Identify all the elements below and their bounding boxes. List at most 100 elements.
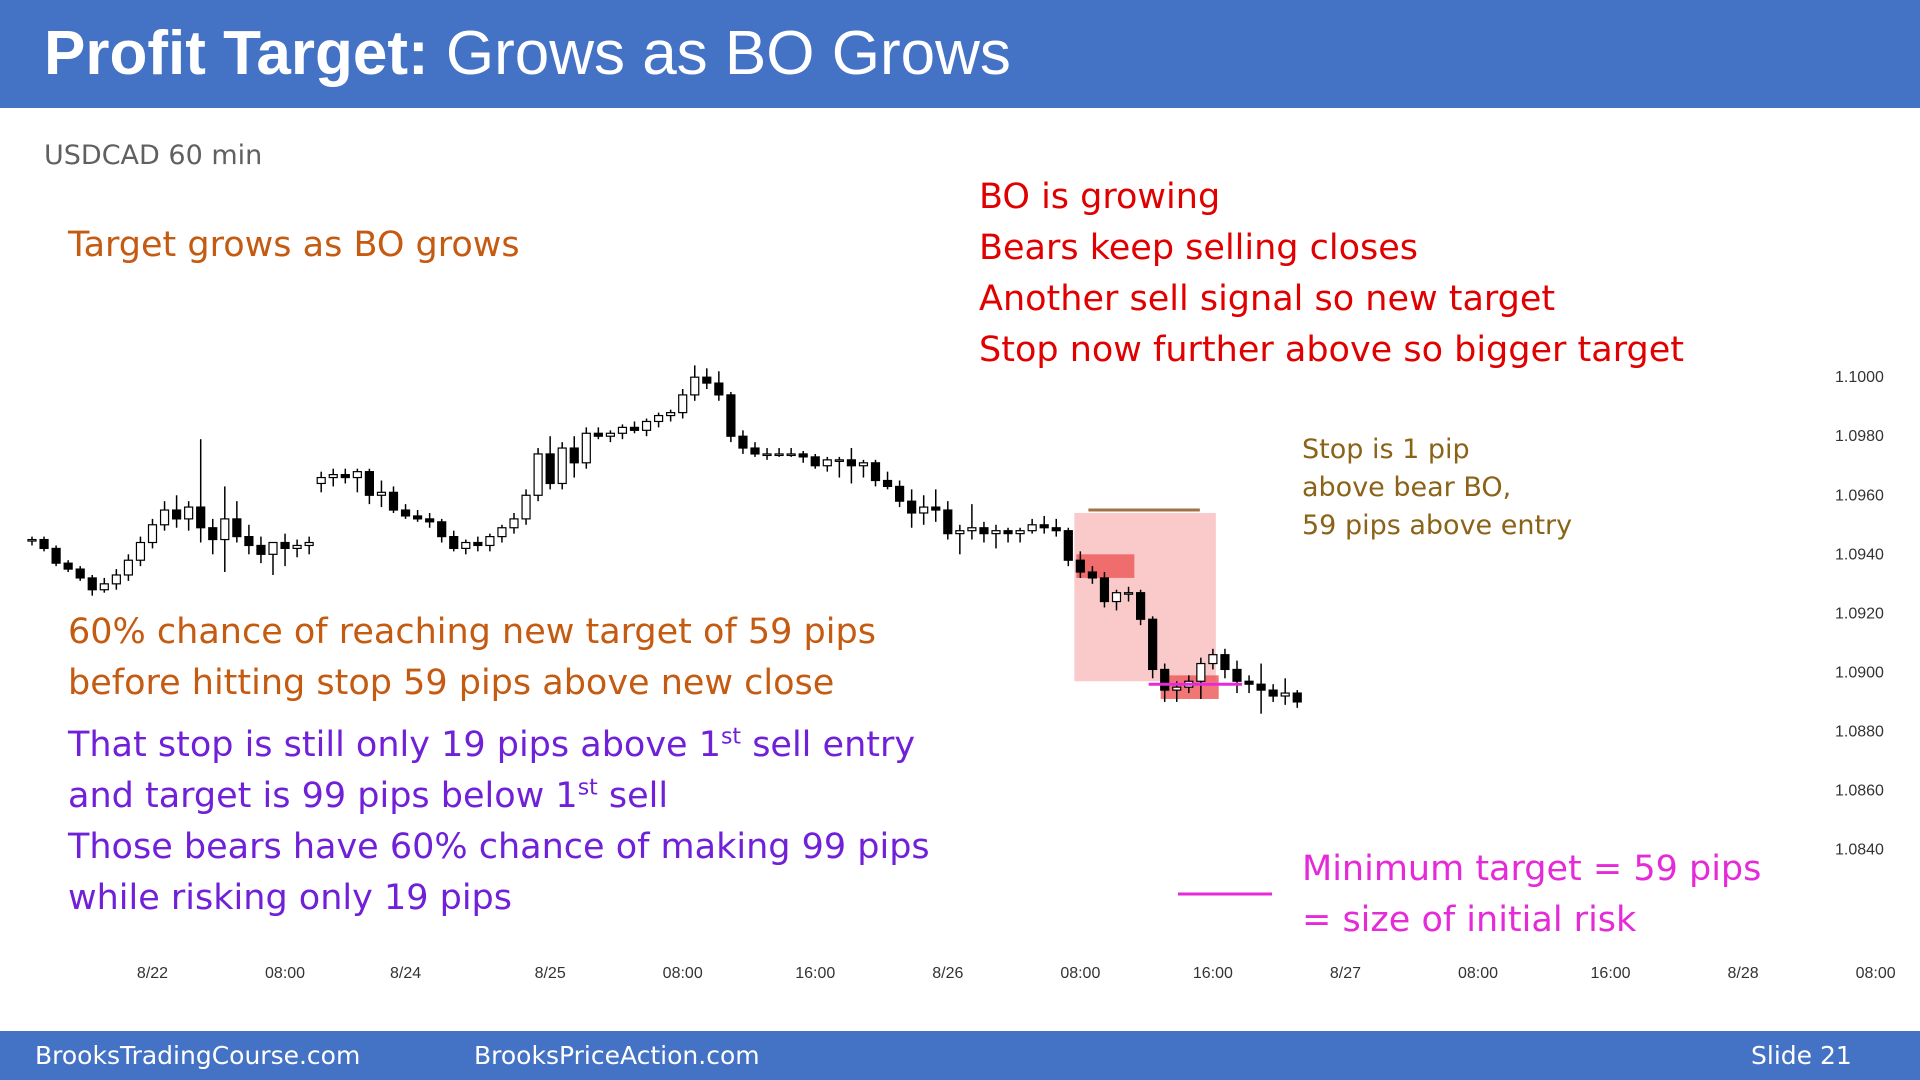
candle (388, 486, 399, 513)
candle-body (581, 432, 591, 464)
x-tick-label: 08:00 (1856, 965, 1896, 982)
candle (786, 448, 796, 457)
candle-body (1015, 530, 1025, 535)
candle (690, 365, 700, 401)
note-min-target-block: Minimum target = 59 pips = size of initi… (1302, 844, 1761, 946)
candle (147, 518, 158, 549)
candle-body (473, 541, 483, 547)
candle-body (364, 471, 374, 496)
candle-body (280, 541, 290, 550)
candle (1087, 566, 1098, 584)
candle (979, 521, 989, 543)
candle-body (919, 506, 929, 514)
candle-body (955, 530, 965, 535)
candle-body (304, 541, 314, 547)
candle (629, 421, 640, 434)
candle (846, 448, 857, 484)
candle-body (220, 518, 230, 541)
candle-body (268, 541, 278, 555)
note-orange-line-1: 60% chance of reaching new target of 59 … (68, 612, 876, 652)
x-tick-label: 08:00 (1060, 965, 1100, 982)
candle (1135, 589, 1146, 626)
candle (653, 412, 664, 428)
note-target-grows: Target grows as BO grows (68, 220, 520, 271)
x-tick-label: 8/25 (535, 965, 566, 982)
footer-left-link[interactable]: BrooksTradingCourse.com (35, 1041, 361, 1070)
candle (352, 468, 362, 493)
candle-body (858, 462, 869, 467)
candle-body (774, 453, 784, 457)
candle (810, 453, 820, 469)
candle-body (702, 376, 712, 384)
candle-body (256, 544, 266, 555)
candle-body (497, 527, 507, 538)
candle (364, 468, 374, 505)
chart-subtitle: USDCAD 60 min (44, 140, 263, 171)
candle-body (1087, 571, 1098, 579)
candle (111, 569, 121, 590)
note-min-target-line-1: Minimum target = 59 pips (1302, 849, 1762, 889)
note-stop-block: Stop is 1 pip above bear BO, 59 pips abo… (1302, 431, 1572, 545)
candle-body (750, 447, 760, 455)
x-tick-label: 8/24 (390, 965, 421, 982)
purple-2a: and target is 99 pips below 1 (68, 776, 578, 816)
candle (955, 524, 965, 555)
title-bar: Profit Target: Grows as BO Grows (0, 0, 1920, 108)
sup-st-2: st (577, 775, 598, 801)
x-tick-label: 16:00 (1591, 965, 1631, 982)
candle (581, 427, 591, 469)
candle (425, 512, 435, 528)
candle (1256, 663, 1266, 714)
candle-body (1244, 680, 1254, 685)
candle-body (1256, 683, 1266, 691)
candle (798, 450, 808, 463)
candle (678, 388, 688, 419)
candle (991, 524, 1001, 549)
candle (521, 489, 531, 525)
candle (135, 536, 146, 567)
candle-body (147, 524, 158, 544)
candle (726, 391, 736, 443)
note-stop-line-2: above bear BO, (1302, 472, 1512, 503)
candle (232, 501, 242, 543)
x-tick-label: 08:00 (265, 965, 305, 982)
y-tick-label: 1.0900 (1835, 664, 1884, 681)
candle-body (27, 538, 37, 542)
candle-body (208, 527, 218, 541)
sup-st-1: st (720, 724, 742, 750)
candle (1232, 660, 1242, 694)
candle (1208, 648, 1218, 670)
candle (1027, 518, 1037, 534)
candle-body (822, 459, 832, 467)
candle-body (99, 583, 109, 591)
candle-body (232, 518, 242, 538)
candle-body (846, 459, 857, 467)
candle-body (943, 509, 953, 535)
candle (666, 409, 676, 422)
footer-center-link[interactable]: BrooksPriceAction.com (474, 1041, 760, 1070)
candle-body (557, 447, 567, 485)
candle-body (569, 447, 579, 464)
candle-body (316, 476, 326, 485)
note-red-line-1: BO is growing (979, 177, 1221, 217)
candle (762, 448, 772, 460)
entry-box-1 (1076, 554, 1135, 578)
candle-body (834, 459, 844, 462)
candle (605, 430, 616, 443)
candle-body (388, 491, 399, 511)
candle (75, 566, 85, 581)
title-bold: Profit Target: (44, 19, 429, 88)
candle-body (340, 474, 350, 479)
candle-body (1160, 668, 1170, 691)
y-tick-label: 1.0880 (1835, 723, 1884, 740)
candle (641, 418, 652, 437)
candle (557, 442, 567, 490)
candle (943, 501, 953, 540)
title-rest: Grows as BO Grows (428, 19, 1011, 88)
x-tick-label: 16:00 (1193, 965, 1233, 982)
candle (1220, 648, 1230, 679)
candle-body (786, 453, 796, 457)
candle-body (1148, 618, 1158, 671)
candle (39, 536, 49, 552)
candle (196, 439, 206, 543)
